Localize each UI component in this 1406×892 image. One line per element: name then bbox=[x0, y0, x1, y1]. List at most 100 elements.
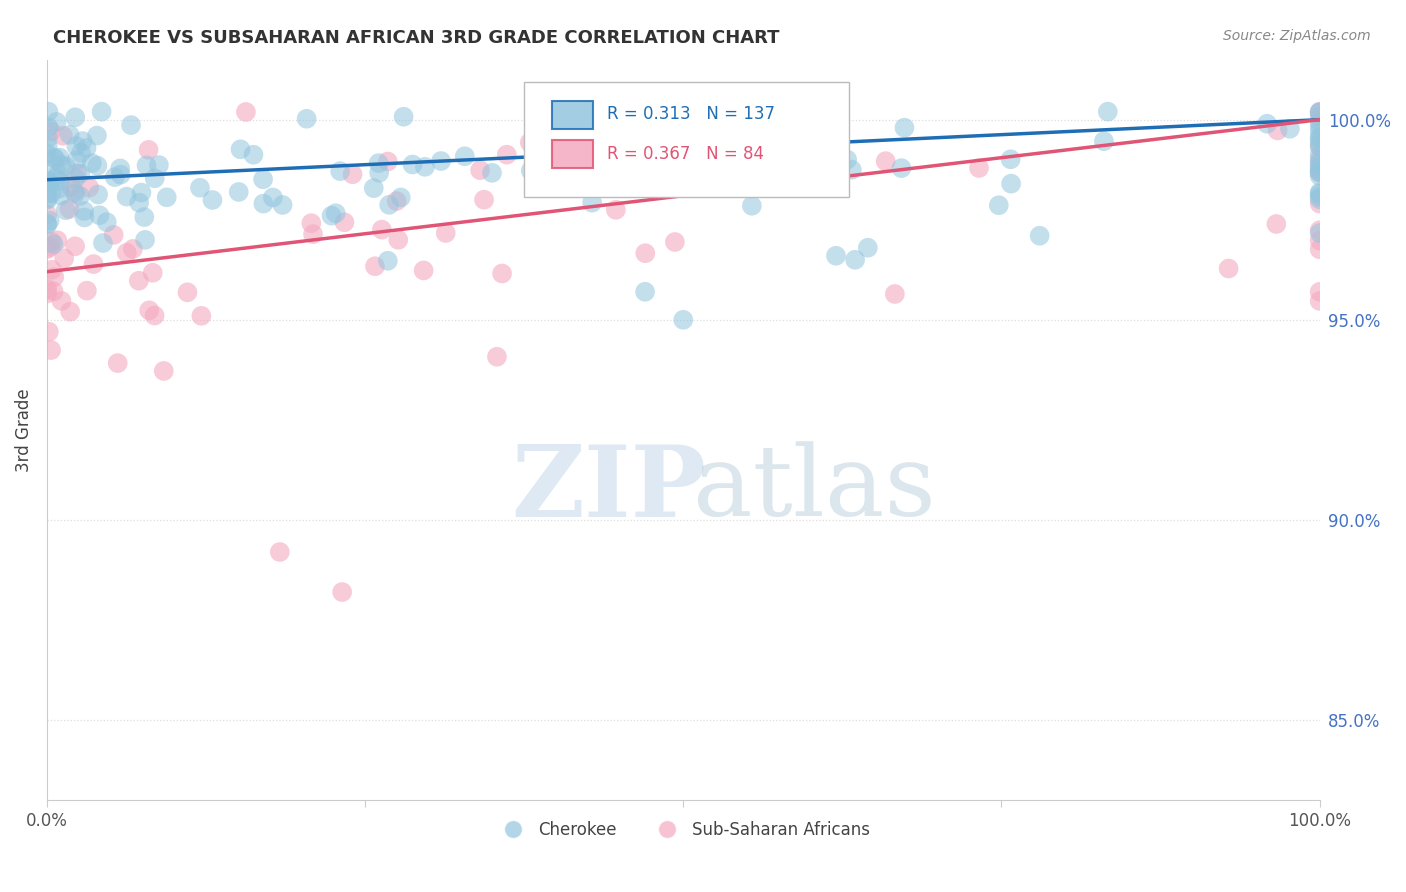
Point bbox=[364, 259, 387, 273]
Point bbox=[299, 216, 322, 230]
Point bbox=[389, 190, 412, 204]
Point bbox=[49, 188, 72, 202]
Point bbox=[35, 192, 58, 206]
Point bbox=[401, 157, 423, 171]
Point bbox=[142, 266, 165, 280]
Point bbox=[495, 147, 517, 161]
Point bbox=[37, 104, 59, 119]
Point bbox=[156, 190, 179, 204]
Point bbox=[44, 152, 66, 166]
Point bbox=[39, 124, 62, 138]
Point bbox=[825, 249, 848, 263]
Point bbox=[35, 177, 58, 191]
Point bbox=[841, 162, 863, 177]
Point bbox=[1309, 130, 1331, 145]
Point bbox=[252, 172, 274, 186]
Point bbox=[37, 193, 59, 207]
Point bbox=[385, 194, 408, 208]
Point bbox=[1309, 152, 1331, 166]
Point bbox=[295, 112, 318, 126]
Point bbox=[38, 213, 60, 227]
Point bbox=[1309, 234, 1331, 248]
Point bbox=[38, 120, 60, 135]
Point bbox=[1309, 120, 1331, 134]
Point bbox=[454, 149, 477, 163]
Point bbox=[412, 263, 434, 277]
Point bbox=[46, 167, 69, 181]
Point bbox=[823, 149, 845, 163]
Point bbox=[519, 163, 541, 178]
Point bbox=[77, 180, 100, 194]
FancyBboxPatch shape bbox=[553, 140, 593, 169]
Point bbox=[844, 252, 866, 267]
Point bbox=[1309, 124, 1331, 138]
Point bbox=[37, 139, 59, 153]
Point bbox=[66, 166, 89, 180]
Point bbox=[80, 156, 103, 170]
Point bbox=[485, 350, 508, 364]
Point bbox=[143, 309, 166, 323]
Point bbox=[333, 215, 356, 229]
Point bbox=[122, 242, 145, 256]
Point bbox=[37, 186, 59, 200]
Point bbox=[1309, 136, 1331, 150]
Point bbox=[45, 170, 67, 185]
Point bbox=[41, 262, 63, 277]
Point bbox=[65, 171, 87, 186]
Point bbox=[190, 309, 212, 323]
Point bbox=[37, 207, 59, 221]
Point bbox=[228, 185, 250, 199]
Point bbox=[49, 174, 72, 188]
Point bbox=[69, 189, 91, 203]
Point bbox=[741, 199, 763, 213]
Point bbox=[371, 222, 394, 236]
Point bbox=[59, 304, 82, 318]
Point bbox=[72, 134, 94, 148]
Point bbox=[581, 195, 603, 210]
Point bbox=[1092, 134, 1115, 148]
Point bbox=[37, 175, 59, 189]
Point bbox=[1309, 196, 1331, 211]
Point bbox=[53, 252, 76, 266]
Point bbox=[468, 163, 491, 178]
Point bbox=[89, 208, 111, 222]
Point bbox=[37, 218, 59, 232]
FancyBboxPatch shape bbox=[553, 101, 593, 129]
Point bbox=[152, 364, 174, 378]
Point bbox=[377, 154, 399, 169]
Point bbox=[37, 162, 59, 177]
Point bbox=[201, 193, 224, 207]
Point bbox=[837, 153, 859, 167]
Point bbox=[1309, 131, 1331, 145]
Point bbox=[1309, 293, 1331, 308]
Point bbox=[63, 185, 86, 199]
Point bbox=[1309, 223, 1331, 237]
Point bbox=[1278, 121, 1301, 136]
Point bbox=[51, 157, 73, 171]
Point bbox=[1028, 228, 1050, 243]
Point bbox=[35, 242, 58, 256]
Point bbox=[1309, 242, 1331, 256]
Text: R = 0.367   N = 84: R = 0.367 N = 84 bbox=[607, 145, 763, 162]
Point bbox=[60, 180, 83, 194]
Text: CHEROKEE VS SUBSAHARAN AFRICAN 3RD GRADE CORRELATION CHART: CHEROKEE VS SUBSAHARAN AFRICAN 3RD GRADE… bbox=[53, 29, 780, 46]
Point bbox=[1309, 166, 1331, 180]
Point bbox=[70, 145, 93, 160]
Point bbox=[1309, 140, 1331, 154]
Point bbox=[37, 282, 59, 296]
Point bbox=[1309, 148, 1331, 162]
Point bbox=[1309, 285, 1331, 299]
Point bbox=[115, 189, 138, 203]
Point bbox=[39, 240, 62, 254]
Point bbox=[413, 160, 436, 174]
Point bbox=[42, 285, 65, 299]
Point bbox=[76, 141, 98, 155]
Point bbox=[1309, 186, 1331, 201]
Point bbox=[893, 120, 915, 135]
Point bbox=[1309, 189, 1331, 203]
Point bbox=[543, 125, 565, 139]
Point bbox=[235, 105, 257, 120]
Point bbox=[890, 161, 912, 175]
Point bbox=[491, 267, 513, 281]
Point bbox=[1309, 155, 1331, 169]
